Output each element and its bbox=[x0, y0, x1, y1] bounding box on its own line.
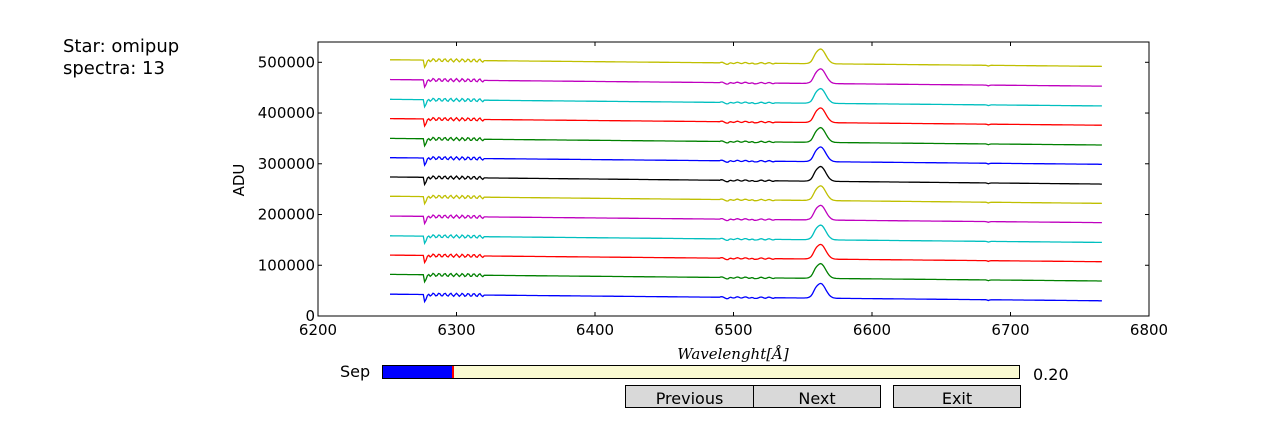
exit-button[interactable]: Exit bbox=[893, 385, 1021, 408]
spectrum-line-11 bbox=[390, 87, 1102, 109]
y-axis-label: ADU bbox=[230, 164, 248, 197]
x-tick-label: 6700 bbox=[991, 321, 1029, 339]
next-button[interactable]: Next bbox=[753, 385, 881, 408]
spectrum-line-1 bbox=[390, 282, 1102, 304]
spectrum-line-10 bbox=[390, 107, 1102, 128]
y-tick-label: 500000 bbox=[258, 53, 315, 71]
spectrum-line-4 bbox=[390, 224, 1102, 246]
spectrum-line-5 bbox=[389, 204, 1102, 226]
sep-value: 0.20 bbox=[1033, 365, 1069, 384]
y-tick-label: 300000 bbox=[258, 155, 315, 173]
y-tick-label: 400000 bbox=[258, 104, 315, 122]
spectrum-line-2 bbox=[390, 262, 1102, 284]
spectrum-line-3 bbox=[390, 243, 1102, 265]
sep-slider-label: Sep bbox=[340, 362, 371, 381]
x-tick-label: 6600 bbox=[853, 321, 891, 339]
spectrum-line-13 bbox=[390, 48, 1102, 70]
y-tick-label: 100000 bbox=[258, 256, 315, 274]
spectrum-line-8 bbox=[390, 146, 1102, 167]
x-tick-label: 6400 bbox=[576, 321, 614, 339]
previous-button[interactable]: Previous bbox=[625, 385, 754, 408]
x-tick-label: 6200 bbox=[299, 321, 337, 339]
x-axis-label: Wavelenght[Å] bbox=[677, 345, 789, 363]
x-tick-label: 6500 bbox=[714, 321, 752, 339]
y-tick-label: 0 bbox=[305, 307, 315, 325]
spectra-count-label: spectra: 13 bbox=[63, 58, 165, 79]
spectrum-line-9 bbox=[390, 126, 1102, 148]
spectrum-line-7 bbox=[390, 165, 1102, 187]
y-tick-label: 200000 bbox=[258, 206, 315, 224]
spectrum-line-6 bbox=[390, 185, 1102, 206]
sep-slider[interactable] bbox=[382, 365, 1020, 379]
x-tick-label: 6800 bbox=[1130, 321, 1168, 339]
sep-slider-fill bbox=[383, 366, 453, 378]
spectrum-line-12 bbox=[389, 68, 1102, 89]
star-name-label: Star: omipup bbox=[63, 36, 180, 57]
sep-slider-handle[interactable] bbox=[452, 366, 454, 378]
x-tick-label: 6300 bbox=[437, 321, 475, 339]
